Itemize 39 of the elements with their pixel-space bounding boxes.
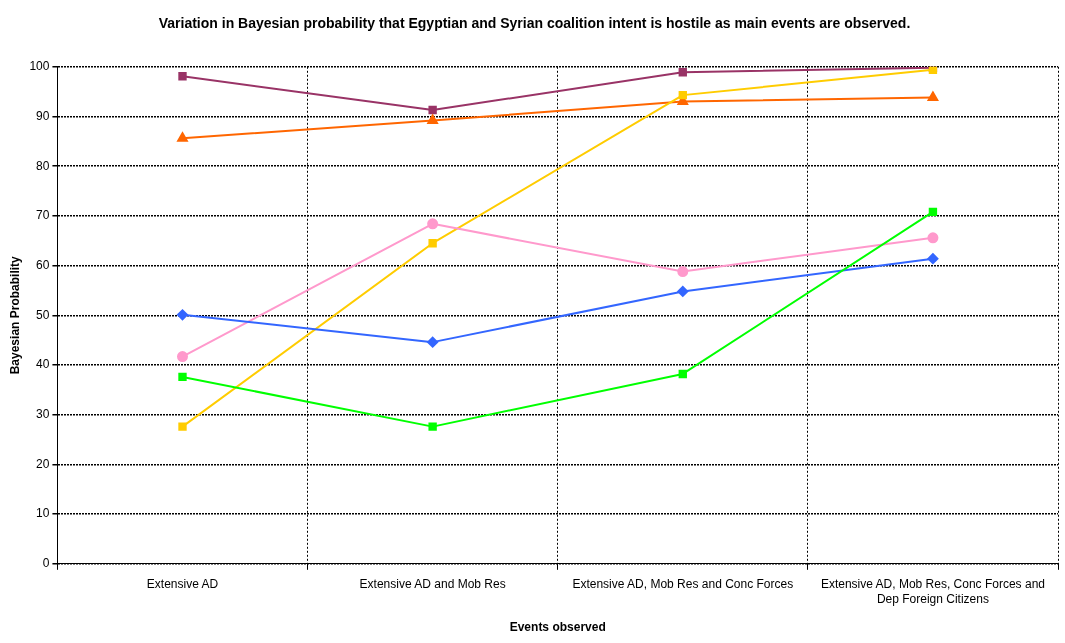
y-tick-label: 20 bbox=[36, 456, 50, 471]
y-tick-label: 0 bbox=[42, 556, 50, 571]
point bbox=[678, 90, 687, 100]
point bbox=[178, 372, 187, 382]
y-tick-label: 80 bbox=[36, 158, 50, 173]
point bbox=[427, 114, 438, 124]
point bbox=[428, 422, 437, 431]
point bbox=[176, 309, 188, 321]
point bbox=[927, 253, 939, 265]
point bbox=[427, 218, 439, 230]
point bbox=[428, 239, 437, 248]
y-tick-label: 100 bbox=[29, 59, 50, 74]
point bbox=[177, 132, 188, 142]
point bbox=[427, 336, 439, 348]
x-tick-label: Extensive AD bbox=[146, 577, 219, 592]
y-axis-title: Bayesian Probability bbox=[7, 255, 22, 375]
chart-title: Variation in Bayesian probability that Egyptian and Syrian coalition intent is hostile as main events are observed. bbox=[158, 15, 911, 32]
point bbox=[927, 232, 939, 244]
y-tick-label: 40 bbox=[36, 357, 50, 372]
y-tick-label: 60 bbox=[36, 257, 50, 272]
y-tick-label: 50 bbox=[36, 307, 50, 322]
point bbox=[678, 369, 687, 379]
x-tick-label: Extensive AD, Mob Res and Conc Forces bbox=[572, 577, 794, 592]
y-tick-label: 30 bbox=[36, 407, 50, 422]
point bbox=[178, 422, 187, 431]
y-tick-label: 10 bbox=[36, 506, 50, 521]
point bbox=[677, 285, 689, 297]
point bbox=[428, 105, 437, 115]
point bbox=[927, 91, 939, 102]
point bbox=[928, 207, 938, 217]
y-tick-label: 90 bbox=[36, 108, 50, 123]
point bbox=[678, 68, 687, 77]
x-tick-label: Extensive AD, Mob Res, Conc Forces and Dep Foreign Citizens bbox=[820, 577, 1045, 606]
x-tick-label: Extensive AD and Mob Res bbox=[359, 577, 506, 592]
point bbox=[677, 266, 689, 278]
point bbox=[178, 72, 187, 81]
y-tick-label: 70 bbox=[36, 208, 50, 223]
x-axis-title: Events observed bbox=[509, 620, 606, 635]
point bbox=[176, 351, 188, 363]
